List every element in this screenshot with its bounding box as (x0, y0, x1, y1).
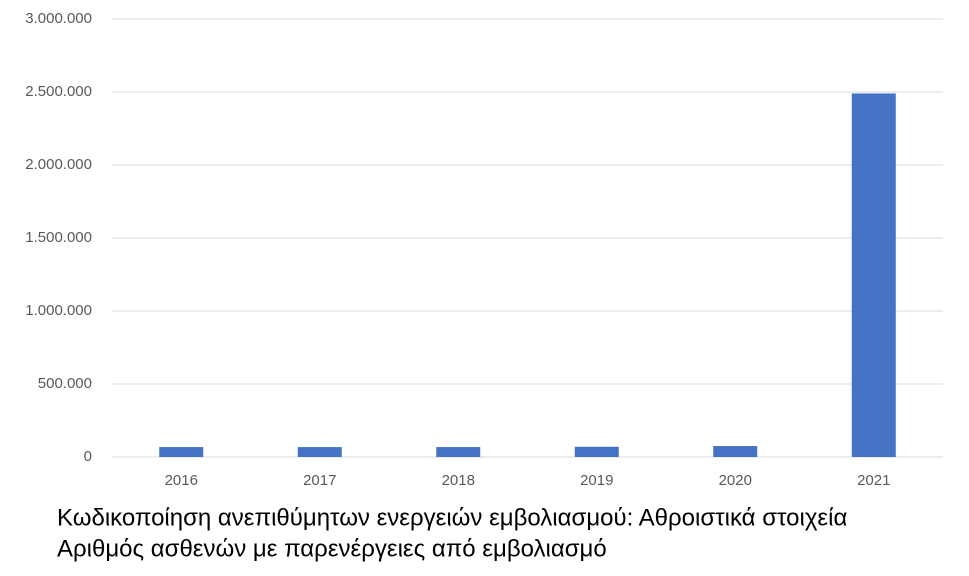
bar (851, 93, 896, 458)
y-tick-label: 1.500.000 (25, 229, 92, 246)
bar (574, 446, 619, 457)
bar (159, 447, 204, 457)
chart-title: Κωδικοποίηση ανεπιθύμητων ενεργειών εμβο… (57, 504, 847, 531)
y-tick-label: 0 (84, 448, 92, 465)
chart-subtitle: Αριθμός ασθενών με παρενέργειες από εμβο… (57, 535, 607, 562)
bar (436, 447, 481, 457)
x-tick-label: 2020 (719, 472, 752, 489)
bar (713, 446, 758, 457)
bar (297, 447, 342, 457)
y-tick-label: 1.000.000 (25, 302, 92, 319)
y-tick-label: 2.000.000 (25, 156, 92, 173)
x-tick-label: 2019 (580, 472, 613, 489)
y-tick-label: 500.000 (38, 375, 92, 392)
y-tick-label: 2.500.000 (25, 83, 92, 100)
x-tick-label: 2017 (303, 472, 336, 489)
x-tick-label: 2021 (857, 472, 890, 489)
x-tick-label: 2018 (442, 472, 475, 489)
y-tick-label: 3.000.000 (25, 10, 92, 27)
x-tick-label: 2016 (165, 472, 198, 489)
